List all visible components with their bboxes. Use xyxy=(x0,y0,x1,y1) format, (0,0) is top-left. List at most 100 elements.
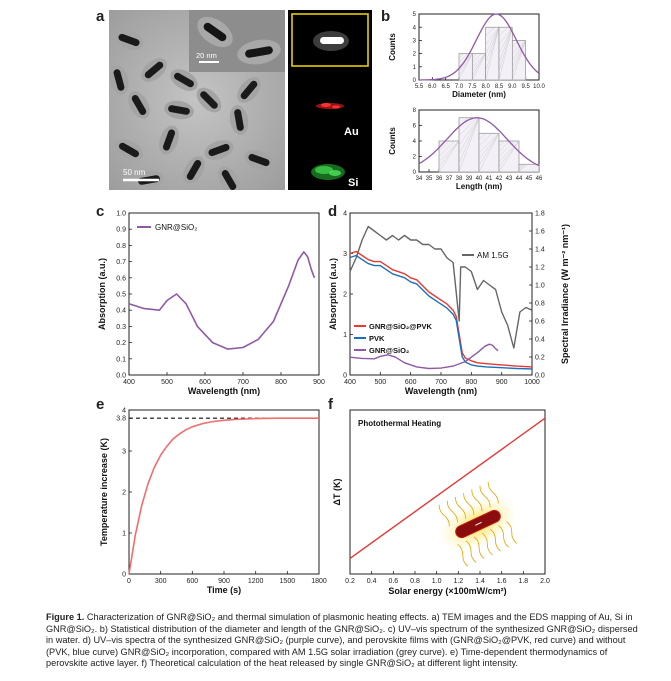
x-axis-label: Time (s) xyxy=(207,585,241,595)
tem-inset xyxy=(197,16,281,65)
bar-hatch xyxy=(472,53,482,63)
x-axis-label: Wavelength (nm) xyxy=(405,386,477,396)
bar-hatch xyxy=(458,117,478,136)
si-label: Si xyxy=(348,177,358,189)
x-tick-label: 600 xyxy=(199,379,211,386)
y-tick-label: 0 xyxy=(413,78,417,84)
heat-wave xyxy=(498,525,509,548)
bar-hatch xyxy=(458,117,480,164)
gold-nanorod xyxy=(234,109,244,131)
gold-nanorod xyxy=(240,80,258,100)
x-tick-label: 1.6 xyxy=(497,578,507,585)
absorption-irradiance-chart: 400 500 600 700 800 900 1000 0 1 2 3 4 Wavelength (n… xyxy=(328,210,570,396)
y-tick-label: 4 xyxy=(413,139,417,145)
bar-hatch xyxy=(478,133,499,153)
x-tick-label: 600 xyxy=(186,578,198,585)
x-axis-label: Wavelength (nm) xyxy=(188,386,260,396)
am-legend-label: AM 1.5G xyxy=(477,251,509,260)
heat-wave xyxy=(438,504,450,527)
bar-hatch xyxy=(458,117,480,155)
uvvis-spectrum-chart: 400 500 600 700 800 900 0.0 0.1 0.2 0.3 0.4 0.5 0.6 0… xyxy=(97,210,325,396)
heat-wave xyxy=(446,500,458,523)
gaussian-fit xyxy=(418,117,540,167)
y-tick-label: 0.0 xyxy=(116,372,126,379)
x-tick-label: 1.0 xyxy=(432,578,442,585)
tem-inset-scale-label: 20 nm xyxy=(196,51,217,60)
bar-hatch xyxy=(438,140,445,147)
bar-hatch xyxy=(518,164,521,166)
gold-nanorod xyxy=(162,129,176,151)
y-tick-label: 0.1 xyxy=(116,356,126,363)
bar-hatch xyxy=(518,164,527,173)
x-tick-label: 5.5 xyxy=(415,84,424,90)
x-tick-label: 400 xyxy=(123,379,135,386)
bar-hatch xyxy=(478,133,500,173)
bar-hatch xyxy=(512,40,526,61)
bar-hatch xyxy=(498,140,510,152)
heat-wave xyxy=(465,540,477,563)
bar-hatch xyxy=(472,53,486,76)
x-tick-label: 37 xyxy=(446,176,453,182)
bar-hatch xyxy=(512,40,526,74)
panel-letter-a: a xyxy=(96,8,105,25)
y-tick-label: 0.6 xyxy=(116,275,126,282)
bar-hatch xyxy=(512,40,520,48)
plot-frame xyxy=(128,409,320,575)
y-axis-label: Counts xyxy=(388,127,397,155)
y-tick-label: 3 xyxy=(343,251,347,258)
bar-hatch xyxy=(498,140,505,147)
bar-hatch xyxy=(458,53,468,63)
x-tick-label: 35 xyxy=(426,176,433,182)
y-tick-label: 2 xyxy=(413,155,417,161)
bar-hatch xyxy=(512,40,526,81)
panel-letter-c: c xyxy=(96,203,105,220)
x-tick-label: 500 xyxy=(374,379,386,386)
x-tick-label: 41 xyxy=(486,176,493,182)
plot-frame xyxy=(349,409,546,575)
y-axis-label: Temperature increase (K) xyxy=(99,438,109,546)
x-tick-label: 900 xyxy=(313,379,325,386)
x-tick-label: 1800 xyxy=(311,578,327,585)
gold-nanorod xyxy=(113,69,125,91)
y-tick-label: 3 xyxy=(122,448,126,455)
y-tick-label: 0.8 xyxy=(116,243,126,250)
x-tick-label: 900 xyxy=(496,379,508,386)
y-tick-label: 2 xyxy=(122,489,126,496)
gold-nanorod xyxy=(144,61,164,79)
bar-hatch xyxy=(478,133,486,140)
bar-hatch xyxy=(478,133,493,147)
x-tick-label: 45 xyxy=(526,176,533,182)
bar-hatch xyxy=(458,117,480,173)
x-tick-label: 0.2 xyxy=(345,578,355,585)
y-axis-label: Counts xyxy=(388,33,397,61)
bar-hatch xyxy=(485,27,500,54)
x-tick-label: 34 xyxy=(416,176,423,182)
x-tick-label: 0.4 xyxy=(367,578,377,585)
y-tick-label: 0.9 xyxy=(116,227,126,234)
bar-hatch xyxy=(512,40,526,67)
x-tick-label: 9.0 xyxy=(508,84,517,90)
temperature-curve xyxy=(128,417,319,575)
au-label: Au xyxy=(344,126,359,138)
plot-frame xyxy=(128,212,320,376)
right-y-tick-label: 1.0 xyxy=(535,283,545,290)
x-tick-label: 0.6 xyxy=(388,578,398,585)
x-tick-label: 7.0 xyxy=(455,84,464,90)
bar-hatch xyxy=(458,117,480,145)
tem-image: 20 nm 50 nm xyxy=(109,10,285,190)
x-tick-label: 900 xyxy=(218,578,230,585)
bar-hatch xyxy=(438,140,460,173)
series-line xyxy=(349,343,499,370)
bar-hatch xyxy=(518,164,524,169)
x-tick-label: 40 xyxy=(476,176,483,182)
y-tick-label: 0.2 xyxy=(116,340,126,347)
y-tick-label: 0.3 xyxy=(116,324,126,331)
right-y-tick-label: 1.8 xyxy=(535,211,545,218)
right-y-tick-label: 0.8 xyxy=(535,301,545,308)
y-axis-label: Absorption (a.u.) xyxy=(97,258,107,330)
y-tick-label: 1 xyxy=(122,530,126,537)
bar-hatch xyxy=(518,164,526,171)
gold-nanorod xyxy=(118,33,140,47)
y-tick-label: 3.8 xyxy=(116,416,126,423)
